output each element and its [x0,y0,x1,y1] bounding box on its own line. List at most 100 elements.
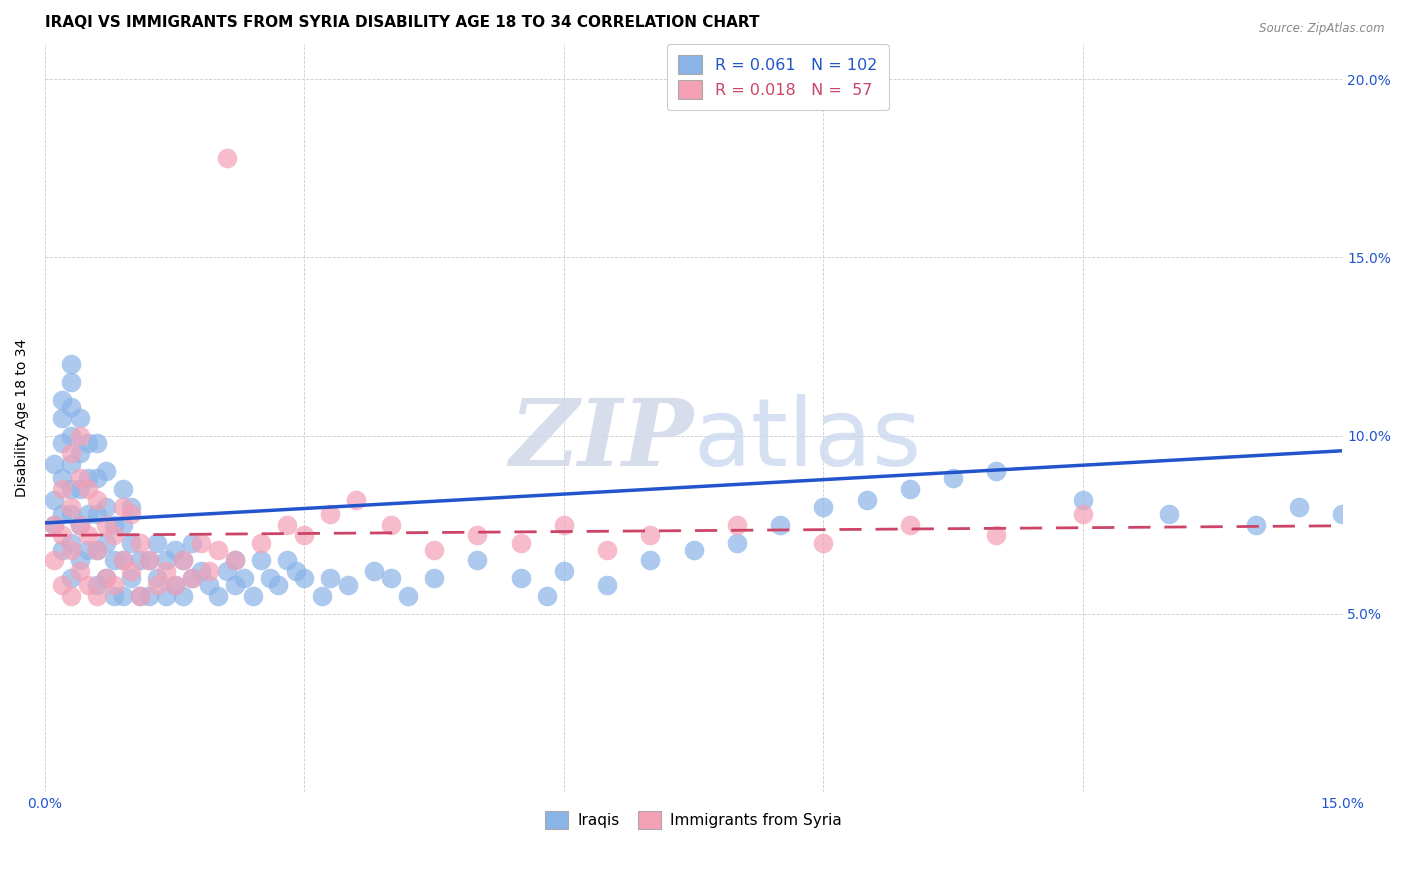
Point [986,464,1008,478]
Point [51,578,73,592]
Text: IRAQI VS IMMIGRANTS FROM SYRIA DISABILITY AGE 18 TO 34 CORRELATION CHART: IRAQI VS IMMIGRANTS FROM SYRIA DISABILIT… [45,15,759,30]
Point [172,553,194,567]
Point [155,553,177,567]
Point [509,571,531,585]
Point [103,517,125,532]
Point [77,482,100,496]
Point [69,517,91,532]
Point [986,528,1008,542]
Point [59,589,82,603]
Point [120,500,142,514]
Point [215,564,238,578]
Point [69,446,91,460]
Point [77,507,100,521]
Point [94,517,117,532]
Point [294,528,316,542]
Point [59,400,82,414]
Point [769,517,792,532]
Point [69,471,91,485]
Point [898,517,921,532]
Point [86,471,108,485]
Point [181,571,204,585]
Point [294,571,316,585]
Point [640,528,662,542]
Point [120,507,142,521]
Point [51,482,73,496]
Point [42,492,65,507]
Point [242,589,264,603]
Point [284,564,307,578]
Point [250,553,273,567]
Point [51,542,73,557]
Point [69,410,91,425]
Point [163,578,186,592]
Point [77,471,100,485]
Point [86,507,108,521]
Point [155,564,177,578]
Point [396,589,419,603]
Point [59,571,82,585]
Point [344,492,367,507]
Point [86,589,108,603]
Point [86,435,108,450]
Point [51,471,73,485]
Point [319,571,342,585]
Point [111,482,134,496]
Point [380,517,402,532]
Text: ZIP: ZIP [509,395,693,485]
Point [59,500,82,514]
Point [94,535,117,549]
Point [1071,492,1094,507]
Point [224,578,246,592]
Point [1244,517,1267,532]
Point [1288,500,1310,514]
Point [77,528,100,542]
Point [232,571,254,585]
Point [1071,507,1094,521]
Point [423,542,446,557]
Point [42,517,65,532]
Point [172,553,194,567]
Point [129,553,152,567]
Point [86,542,108,557]
Point [553,564,575,578]
Point [51,507,73,521]
Point [129,535,152,549]
Text: Source: ZipAtlas.com: Source: ZipAtlas.com [1260,22,1385,36]
Point [86,578,108,592]
Point [103,589,125,603]
Point [215,151,238,165]
Legend: Iraqis, Immigrants from Syria: Iraqis, Immigrants from Syria [537,804,849,837]
Point [103,528,125,542]
Point [190,535,212,549]
Point [59,507,82,521]
Point [120,564,142,578]
Point [138,553,160,567]
Point [129,589,152,603]
Point [111,517,134,532]
Point [77,578,100,592]
Point [138,589,160,603]
Point [250,535,273,549]
Point [336,578,359,592]
Point [69,564,91,578]
Point [509,535,531,549]
Point [224,553,246,567]
Point [855,492,877,507]
Point [94,464,117,478]
Point [1159,507,1181,521]
Point [467,528,489,542]
Point [181,571,204,585]
Point [1331,507,1354,521]
Point [59,428,82,442]
Point [94,500,117,514]
Point [319,507,342,521]
Point [77,435,100,450]
Point [942,471,965,485]
Point [86,542,108,557]
Point [59,446,82,460]
Point [51,410,73,425]
Point [59,535,82,549]
Point [198,578,221,592]
Point [596,542,619,557]
